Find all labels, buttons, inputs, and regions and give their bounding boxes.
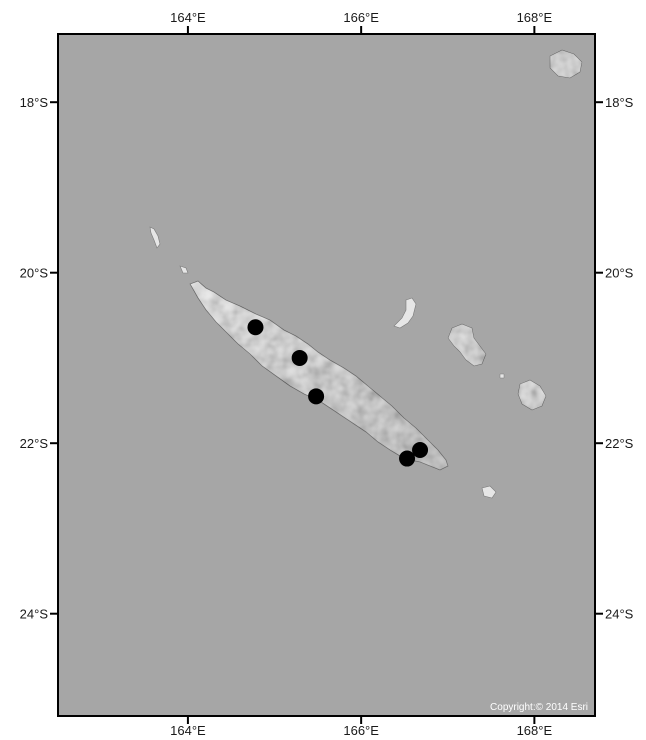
island-ouvea — [393, 297, 417, 329]
island-islet-north — [179, 265, 189, 274]
lon-tick-label-top: 164°E — [170, 10, 206, 25]
lat-tick-label-left: 20°S — [20, 266, 49, 281]
lat-tick-label-left: 18°S — [20, 95, 49, 110]
island-tiga — [499, 373, 505, 379]
lat-tick-label-right: 20°S — [605, 266, 634, 281]
lon-tick-label-bottom: 164°E — [170, 723, 206, 738]
island-belep — [149, 226, 161, 249]
island-northeast — [549, 49, 583, 79]
lat-tick-label-right: 22°S — [605, 436, 634, 451]
island-lifou — [447, 323, 487, 367]
island-mare — [517, 379, 547, 411]
occurrence-point — [247, 319, 264, 336]
occurrence-point — [308, 388, 325, 405]
copyright-text: Copyright:© 2014 Esri — [490, 702, 588, 713]
graticule-ticks: 164°E 164°E 166°E 166°E 168°E 168°E 18°S 18°S 20… — [20, 10, 634, 738]
lat-tick-label-left: 22°S — [20, 436, 49, 451]
lat-tick-label-left: 24°S — [20, 607, 49, 622]
island-ile-des-pins — [481, 485, 497, 499]
lon-tick-label-top: 166°E — [343, 10, 379, 25]
lon-tick-label-bottom: 168°E — [517, 723, 553, 738]
lat-tick-label-right: 24°S — [605, 607, 634, 622]
occurrence-points — [247, 319, 429, 467]
occurrence-point — [412, 442, 429, 459]
occurrence-point — [291, 349, 308, 366]
lat-tick-label-right: 18°S — [605, 95, 634, 110]
map-frame — [57, 33, 596, 717]
lon-tick-label-bottom: 166°E — [343, 723, 379, 738]
occurrence-point — [399, 450, 416, 467]
lon-tick-label-top: 168°E — [517, 10, 553, 25]
